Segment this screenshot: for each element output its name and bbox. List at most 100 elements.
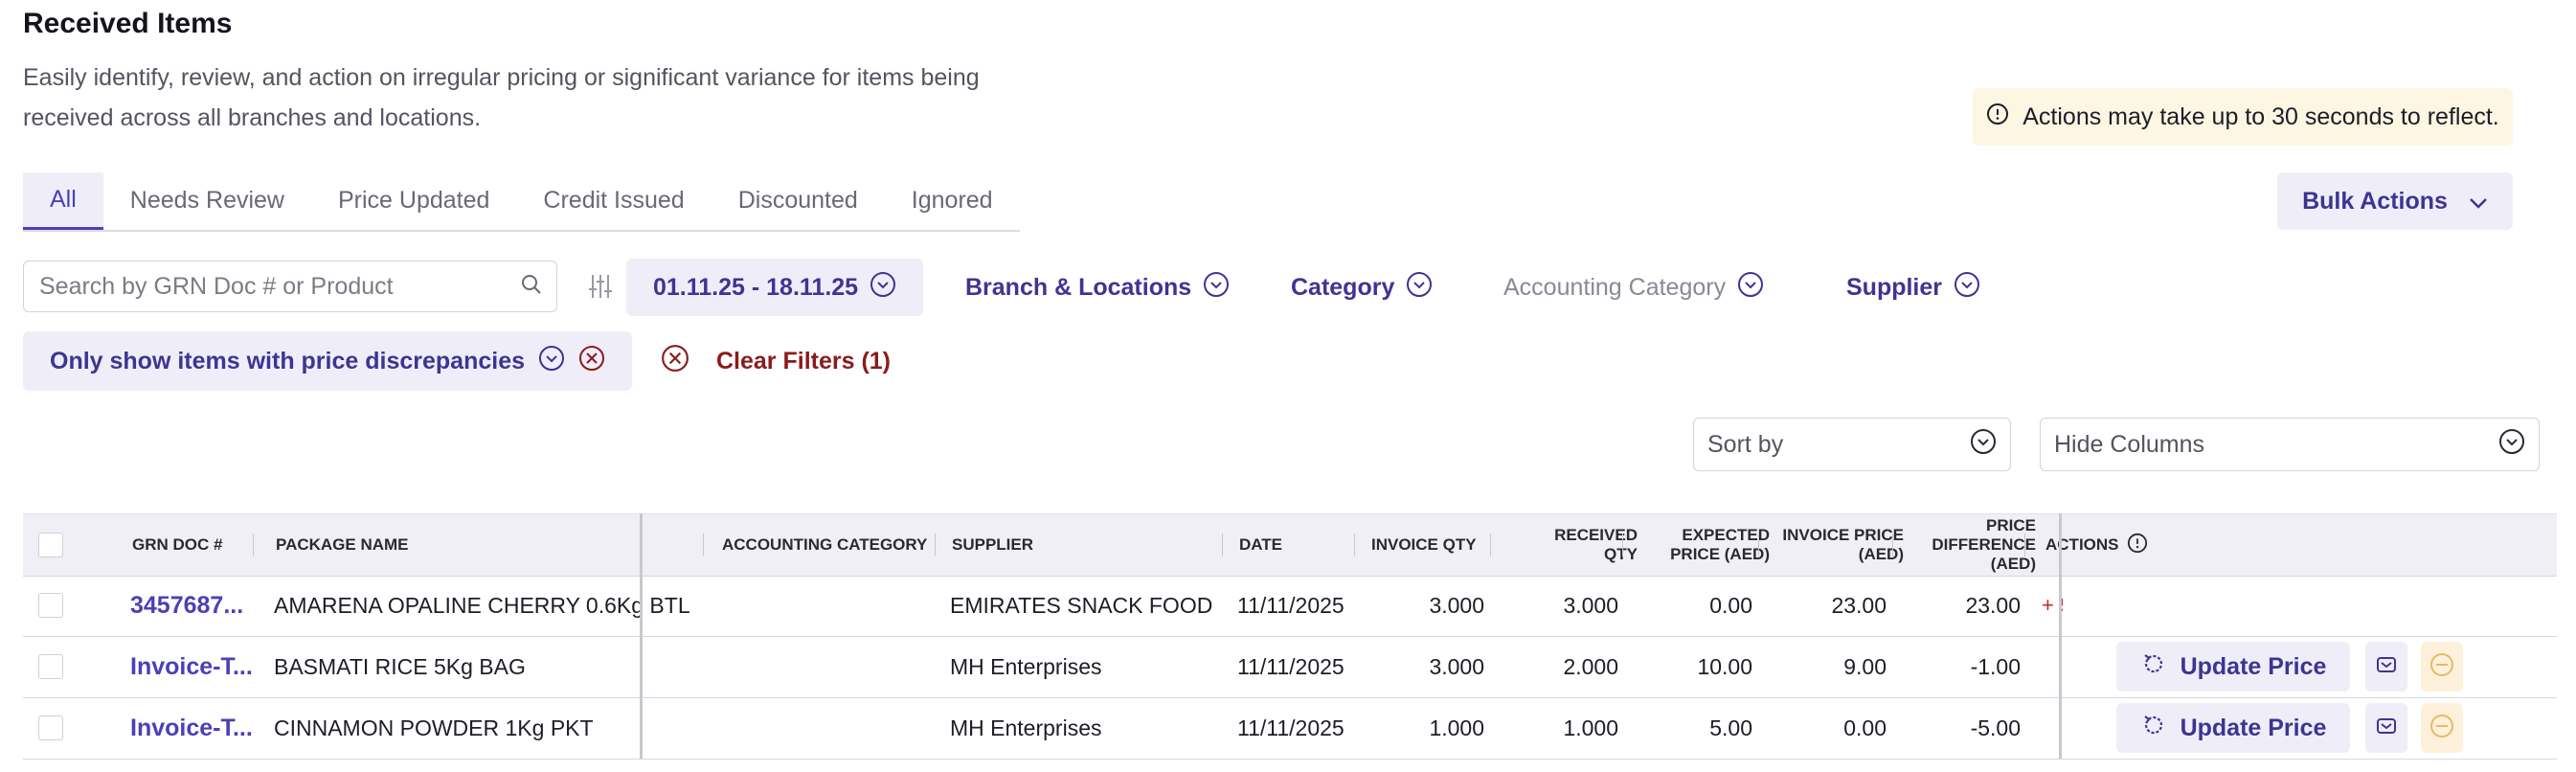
row-checkbox[interactable] bbox=[38, 715, 63, 740]
supplier-label: Supplier bbox=[1846, 273, 1943, 301]
col-accounting-category[interactable]: ACCOUNTING CATEGORY bbox=[722, 535, 928, 554]
package-name-cell: CINNAMON POWDER 1Kg PKT bbox=[274, 715, 594, 740]
received-qty-cell: 1.000 bbox=[1563, 715, 1618, 740]
date-range-filter[interactable]: 01.11.25 - 18.11.25 bbox=[626, 259, 924, 316]
grn-doc-link[interactable]: Invoice-T... bbox=[130, 652, 253, 680]
page-description: Easily identify, review, and action on i… bbox=[23, 64, 980, 131]
col-package-name[interactable]: PACKAGE NAME bbox=[276, 535, 409, 554]
search-icon[interactable] bbox=[520, 273, 543, 301]
col-invoice-price[interactable]: INVOICE PRICE (AED) bbox=[1782, 526, 1904, 563]
active-filter-chip[interactable]: Only show items with price discrepancies bbox=[23, 331, 632, 391]
table-header: GRN DOC # PACKAGE NAME ACCOUNTING CATEGO… bbox=[23, 513, 2557, 577]
col-actions: ACTIONS bbox=[2045, 535, 2119, 554]
category-filter[interactable]: Category bbox=[1291, 259, 1433, 316]
chevron-down-icon bbox=[1954, 271, 1980, 305]
ignore-button[interactable] bbox=[2421, 703, 2463, 753]
update-price-label: Update Price bbox=[2180, 652, 2327, 680]
tab-ignored[interactable]: Ignored bbox=[911, 186, 993, 214]
col-grn-doc[interactable]: GRN DOC # bbox=[132, 535, 223, 554]
mail-button[interactable] bbox=[2365, 703, 2407, 753]
supplier-cell: EMIRATES SNACK FOOD bbox=[950, 592, 1213, 618]
tab-all[interactable]: All bbox=[23, 172, 103, 230]
clear-filters-label: Clear Filters (1) bbox=[716, 347, 892, 375]
bulk-actions-label: Bulk Actions bbox=[2302, 187, 2448, 215]
expected-price-cell: 10.00 bbox=[1697, 653, 1752, 679]
date-cell: 11/11/2025 bbox=[1237, 653, 1344, 679]
update-price-button[interactable]: Update Price bbox=[2116, 642, 2350, 692]
table-row[interactable]: Invoice-T... CINNAMON POWDER 1Kg PKT MH … bbox=[23, 697, 2557, 760]
hide-columns-placeholder: Hide Columns bbox=[2054, 430, 2205, 458]
hide-columns-select[interactable]: Hide Columns bbox=[2040, 418, 2540, 471]
col-received-qty[interactable]: RECEIVED QTY bbox=[1554, 526, 1638, 563]
expected-price-cell: 0.00 bbox=[1709, 592, 1752, 618]
refresh-icon bbox=[2140, 650, 2167, 684]
tab-discounted[interactable]: Discounted bbox=[737, 186, 858, 214]
supplier-cell: MH Enterprises bbox=[950, 715, 1102, 740]
chevron-down-icon[interactable] bbox=[538, 345, 565, 378]
supplier-cell: MH Enterprises bbox=[950, 653, 1102, 679]
frozen-column-divider bbox=[640, 513, 643, 759]
received-qty-cell: 2.000 bbox=[1563, 653, 1618, 679]
invoice-qty-cell: 3.000 bbox=[1429, 592, 1484, 618]
update-price-label: Update Price bbox=[2180, 714, 2327, 741]
actions-column-divider bbox=[2059, 513, 2062, 759]
table-row[interactable]: Invoice-T... BASMATI RICE 5Kg BAG MH Ent… bbox=[23, 636, 2557, 698]
search-field bbox=[23, 261, 557, 312]
grn-doc-link[interactable]: 3457687... bbox=[130, 591, 244, 619]
sort-by-select[interactable]: Sort by bbox=[1693, 418, 2011, 471]
grn-doc-link[interactable]: Invoice-T... bbox=[130, 714, 253, 741]
tab-credit-issued[interactable]: Credit Issued bbox=[543, 186, 685, 214]
close-circle-icon[interactable] bbox=[578, 345, 605, 378]
accounting-category-filter[interactable]: Accounting Category bbox=[1503, 259, 1764, 316]
minus-circle-icon bbox=[2429, 652, 2454, 682]
page-title: Received Items bbox=[23, 8, 233, 39]
supplier-filter[interactable]: Supplier bbox=[1846, 259, 1980, 316]
sliders-icon[interactable] bbox=[586, 272, 615, 306]
status-tabs: All Needs Review Price Updated Credit Is… bbox=[23, 172, 1020, 232]
accounting-category-label: Accounting Category bbox=[1503, 273, 1727, 301]
chevron-down-icon bbox=[2469, 188, 2488, 216]
chevron-down-icon bbox=[870, 271, 896, 305]
notice-text: Actions may take up to 30 seconds to ref… bbox=[2022, 102, 2499, 130]
clear-filters-button[interactable]: Clear Filters (1) bbox=[661, 331, 891, 391]
row-checkbox[interactable] bbox=[38, 654, 63, 679]
col-expected-price[interactable]: EXPECTED PRICE (AED) bbox=[1670, 526, 1770, 563]
chevron-down-icon bbox=[1970, 428, 1997, 462]
category-label: Category bbox=[1291, 273, 1395, 301]
minus-circle-icon bbox=[2429, 714, 2454, 743]
row-checkbox[interactable] bbox=[38, 593, 63, 618]
refresh-icon bbox=[2140, 712, 2167, 745]
notice-banner: Actions may take up to 30 seconds to ref… bbox=[1973, 88, 2513, 146]
sort-by-placeholder: Sort by bbox=[1707, 430, 1784, 458]
date-range-label: 01.11.25 - 18.11.25 bbox=[653, 273, 859, 301]
close-circle-icon bbox=[661, 344, 689, 379]
bulk-actions-button[interactable]: Bulk Actions bbox=[2277, 172, 2513, 230]
package-name-cell: BASMATI RICE 5Kg BAG bbox=[274, 653, 526, 679]
date-cell: 11/11/2025 bbox=[1237, 592, 1344, 618]
tab-needs-review[interactable]: Needs Review bbox=[129, 186, 284, 214]
mail-icon bbox=[2376, 715, 2397, 741]
expected-price-cell: 5.00 bbox=[1709, 715, 1752, 740]
update-price-button[interactable]: Update Price bbox=[2116, 703, 2350, 753]
ignore-button[interactable] bbox=[2421, 642, 2463, 692]
branch-filter[interactable]: Branch & Locations bbox=[965, 259, 1230, 316]
table-row[interactable]: 3457687... AMARENA OPALINE CHERRY 0.6Kg … bbox=[23, 575, 2557, 637]
chevron-down-icon bbox=[1203, 271, 1230, 305]
branch-label: Branch & Locations bbox=[965, 273, 1192, 301]
info-icon bbox=[1986, 102, 2009, 132]
mail-button[interactable] bbox=[2365, 642, 2407, 692]
invoice-qty-cell: 3.000 bbox=[1429, 653, 1484, 679]
package-name-cell: AMARENA OPALINE CHERRY 0.6Kg BTL bbox=[274, 592, 690, 618]
price-difference-cell: -1.00 bbox=[1970, 653, 2021, 679]
col-supplier[interactable]: SUPPLIER bbox=[952, 535, 1034, 554]
tab-price-updated[interactable]: Price Updated bbox=[337, 186, 490, 214]
invoice-price-cell: 0.00 bbox=[1843, 715, 1887, 740]
col-invoice-qty[interactable]: INVOICE QTY bbox=[1371, 535, 1477, 554]
col-price-difference[interactable]: PRICE DIFFERENCE (AED) bbox=[1932, 516, 2036, 573]
select-all-checkbox[interactable] bbox=[38, 533, 63, 557]
received-qty-cell: 3.000 bbox=[1563, 592, 1618, 618]
info-icon[interactable] bbox=[2127, 533, 2148, 558]
search-input[interactable] bbox=[37, 271, 501, 302]
col-date[interactable]: DATE bbox=[1239, 535, 1283, 554]
chevron-down-icon bbox=[2498, 428, 2525, 462]
